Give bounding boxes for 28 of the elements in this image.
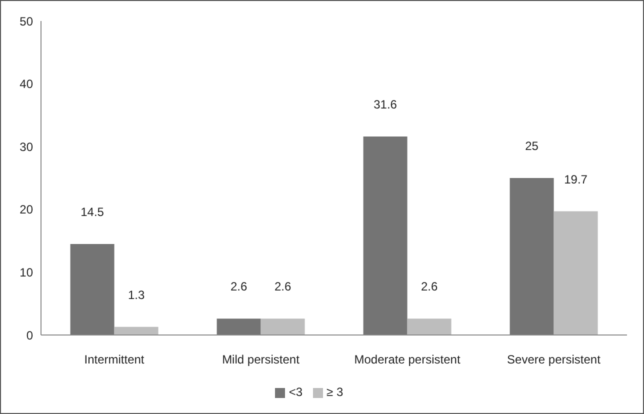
x-tick-label: Severe persistent [507, 352, 602, 367]
data-label: 31.6 [374, 98, 398, 112]
data-label: 2.6 [420, 280, 438, 294]
data-label: 2.6 [230, 280, 248, 294]
y-tick-label: 40 [20, 77, 34, 92]
x-tick-label: Intermittent [84, 352, 145, 367]
bar [70, 244, 114, 335]
y-tick-label: 50 [20, 14, 34, 28]
x-tick-label: Mild persistent [222, 352, 300, 367]
data-label: 14.5 [80, 204, 104, 219]
bar [510, 178, 554, 335]
bar [260, 318, 305, 335]
y-tick-label: 30 [20, 140, 34, 154]
legend-label: ≥ 3 [326, 385, 344, 399]
data-label: 25 [525, 139, 539, 153]
legend-label: <3 [288, 385, 303, 399]
data-label: 2.6 [274, 280, 292, 294]
data-label: 1.3 [128, 288, 145, 302]
bar [554, 211, 598, 335]
y-tick-label: 10 [20, 265, 34, 280]
y-tick-label: 20 [20, 202, 34, 217]
data-label: 19.7 [564, 172, 588, 186]
bar [114, 326, 158, 335]
bar [216, 318, 261, 335]
bar [407, 318, 452, 335]
y-tick-label: 0 [26, 328, 34, 342]
x-tick-label: Moderate persistent [354, 352, 461, 367]
bar [363, 136, 408, 335]
